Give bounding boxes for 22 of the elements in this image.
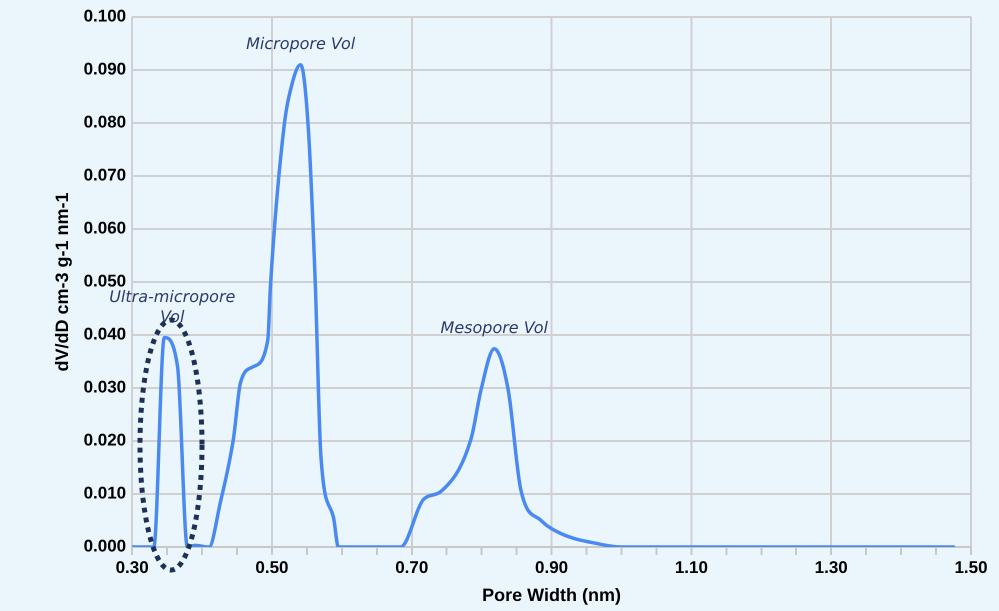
y-tick-label: 0.100 [84, 6, 126, 26]
y-tick-label: 0.000 [84, 536, 126, 556]
x-tick-label: 0.90 [535, 558, 568, 577]
x-tick-label: 1.50 [954, 558, 988, 577]
y-tick-label: 0.040 [84, 324, 126, 344]
y-axis-title: dV/dD cm-3 g-1 nm-1 [52, 192, 72, 372]
annotation: Micropore Vol [246, 34, 356, 53]
y-tick-label: 0.070 [84, 166, 126, 185]
y-tick-label: 0.080 [84, 112, 126, 132]
annotation: Mesopore Vol [440, 318, 549, 337]
x-tick-label: 1.30 [814, 558, 848, 577]
x-tick-label: 1.10 [674, 558, 708, 577]
y-tick-label: 0.090 [84, 60, 126, 79]
y-tick-label: 0.050 [84, 272, 126, 291]
x-tick-label: 0.30 [116, 558, 149, 577]
y-tick-label: 0.010 [84, 484, 126, 503]
x-axis-title: Pore Width (nm) [482, 585, 621, 606]
y-tick-label: 0.060 [84, 218, 126, 238]
y-tick-label: 0.030 [84, 378, 126, 397]
x-tick-label: 0.70 [395, 558, 428, 577]
x-tick-label: 0.50 [255, 558, 288, 577]
y-tick-label: 0.020 [84, 430, 126, 450]
